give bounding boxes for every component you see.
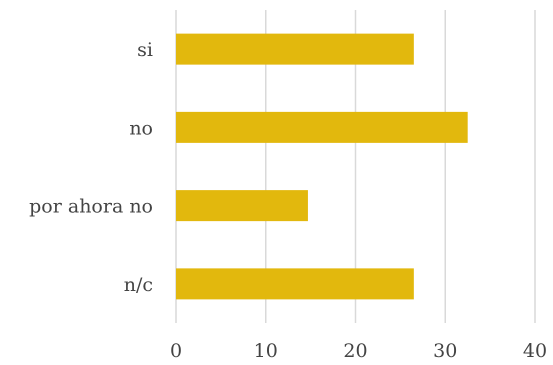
bar-n-c [176,268,414,300]
x-axis-tick-labels: 0 10 20 30 40 [170,340,547,362]
category-label-por-ahora-no: por ahora no [29,196,153,218]
x-tick-label-0: 0 [170,340,182,362]
bars [176,33,468,300]
bar-si [176,33,414,65]
category-labels: si no por ahora no n/c [29,39,153,296]
x-tick-label-30: 30 [433,340,457,362]
bar-por-ahora-no [176,190,308,222]
x-tick-label-40: 40 [523,340,547,362]
category-label-no: no [129,117,153,139]
x-tick-label-10: 10 [254,340,278,362]
x-tick-label-20: 20 [343,340,367,362]
bar-no [176,111,468,143]
category-label-n-c: n/c [124,274,153,296]
category-label-si: si [137,39,153,61]
